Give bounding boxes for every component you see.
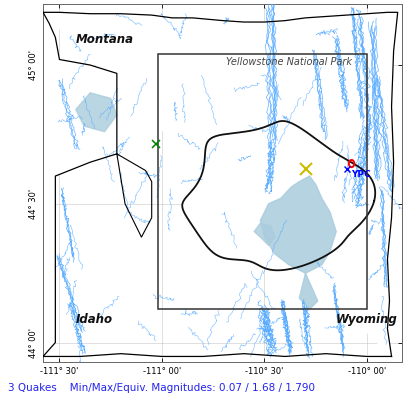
Bar	[157, 54, 366, 309]
Polygon shape	[43, 12, 397, 356]
Polygon shape	[260, 176, 335, 273]
Text: 3 Quakes    Min/Max/Equiv. Magnitudes: 0.07 / 1.68 / 1.790: 3 Quakes Min/Max/Equiv. Magnitudes: 0.07…	[8, 383, 315, 393]
Text: Yellowstone National Park: Yellowstone National Park	[225, 57, 351, 67]
Polygon shape	[299, 273, 317, 309]
Text: Wyoming: Wyoming	[335, 313, 397, 326]
Polygon shape	[182, 121, 374, 270]
Polygon shape	[254, 223, 274, 246]
Polygon shape	[76, 93, 117, 132]
Text: YPC: YPC	[351, 170, 370, 179]
Text: Montana: Montana	[76, 33, 133, 46]
Text: Idaho: Idaho	[76, 313, 113, 326]
